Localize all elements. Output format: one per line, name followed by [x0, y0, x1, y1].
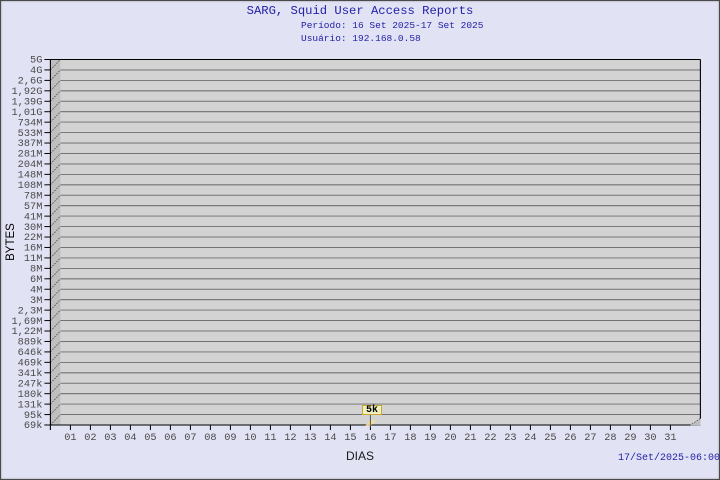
svg-text:13: 13	[304, 432, 316, 444]
svg-text:11: 11	[264, 432, 276, 444]
svg-text:31: 31	[664, 432, 676, 444]
svg-text:27: 27	[584, 432, 596, 444]
svg-text:03: 03	[104, 432, 116, 444]
svg-text:26: 26	[564, 432, 576, 444]
svg-text:12: 12	[284, 432, 296, 444]
svg-text:24: 24	[524, 432, 536, 444]
svg-text:23: 23	[504, 432, 516, 444]
svg-text:01: 01	[64, 432, 76, 444]
svg-text:19: 19	[424, 432, 436, 444]
svg-text:22: 22	[484, 432, 496, 444]
svg-text:29: 29	[624, 432, 636, 444]
svg-text:14: 14	[324, 432, 336, 444]
svg-text:04: 04	[124, 432, 136, 444]
svg-text:07: 07	[184, 432, 196, 444]
svg-text:10: 10	[244, 432, 256, 444]
svg-text:06: 06	[164, 432, 176, 444]
svg-text:69k: 69k	[24, 420, 43, 432]
svg-text:09: 09	[224, 432, 236, 444]
svg-text:30: 30	[644, 432, 656, 444]
svg-text:20: 20	[444, 432, 456, 444]
svg-text:25: 25	[544, 432, 556, 444]
svg-text:15: 15	[344, 432, 356, 444]
svg-text:28: 28	[604, 432, 616, 444]
svg-text:21: 21	[464, 432, 476, 444]
svg-text:08: 08	[204, 432, 216, 444]
svg-text:18: 18	[404, 432, 416, 444]
svg-text:17: 17	[384, 432, 396, 444]
svg-text:02: 02	[84, 432, 96, 444]
svg-text:05: 05	[144, 432, 156, 444]
svg-text:16: 16	[364, 432, 376, 444]
